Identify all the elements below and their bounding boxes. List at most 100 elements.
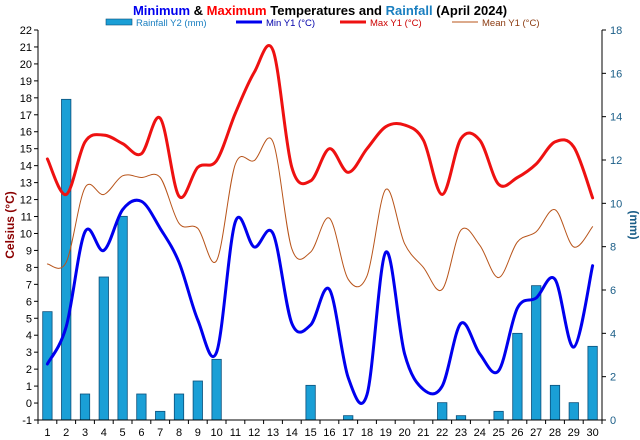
legend-rainfall-label: Rainfall Y2 (mm) xyxy=(136,18,207,29)
y-tick-label: 21 xyxy=(20,42,32,54)
y-tick-label: 6 xyxy=(26,296,32,308)
x-tick-label: 10 xyxy=(210,427,222,439)
y-tick-label: 9 xyxy=(26,245,32,257)
x-tick-label: 29 xyxy=(568,427,580,439)
rain-bar xyxy=(549,384,561,421)
y-axis-title: Celsius (°C) xyxy=(3,191,17,258)
chart-title: Minimum & Maximum Temperatures and Rainf… xyxy=(0,3,640,18)
x-tick-label: 2 xyxy=(63,427,69,439)
rain-bar xyxy=(117,215,128,421)
y-tick-label: 13 xyxy=(20,178,32,190)
x-tick-label: 18 xyxy=(361,427,373,439)
y-tick-label: 12 xyxy=(20,195,32,207)
y2-tick-label: 10 xyxy=(610,198,622,210)
x-tick-label: 17 xyxy=(342,427,354,439)
y-tick-label: 8 xyxy=(26,262,32,274)
x-tick-label: 1 xyxy=(44,427,50,439)
x-tick-label: 20 xyxy=(398,427,410,439)
y2-tick-label: 18 xyxy=(610,25,622,37)
rain-bar xyxy=(437,402,448,421)
x-tick-label: 19 xyxy=(380,427,392,439)
x-tick-label: 15 xyxy=(304,427,316,439)
x-tick-label: 11 xyxy=(230,427,241,439)
x-tick-label: 7 xyxy=(157,427,163,439)
y-tick-label: -1 xyxy=(22,415,32,427)
x-tick-label: 26 xyxy=(511,427,523,439)
x-tick-label: 22 xyxy=(436,427,448,439)
y-tick-label: 22 xyxy=(20,25,32,37)
x-tick-label: 8 xyxy=(176,427,182,439)
title-maximum: Maximum xyxy=(206,3,267,18)
title-ampersand: & xyxy=(193,3,204,18)
x-tick-label: 3 xyxy=(82,427,88,439)
y2-tick-label: 8 xyxy=(610,242,616,254)
legend-mean-label: Mean Y1 (°C) xyxy=(482,18,539,29)
rain-bar xyxy=(493,410,504,421)
legend-max-label: Max Y1 (°C) xyxy=(370,18,422,29)
min-line xyxy=(45,198,595,405)
rain-bar xyxy=(192,380,203,421)
y-tick-label: 11 xyxy=(21,212,32,224)
y-tick-label: 18 xyxy=(20,93,32,105)
rain-bar xyxy=(79,393,91,421)
rain-bar xyxy=(136,393,147,421)
x-tick-label: 9 xyxy=(195,427,201,439)
temperature-lines xyxy=(45,44,595,405)
rain-bar xyxy=(98,276,109,421)
rain-bar xyxy=(173,393,185,421)
mean-line xyxy=(46,137,594,292)
y2-tick-label: 0 xyxy=(610,415,616,427)
y-tick-label: 20 xyxy=(20,59,32,71)
y-tick-label: 19 xyxy=(20,76,32,88)
x-tick-label: 23 xyxy=(455,427,467,439)
rain-bar xyxy=(343,415,354,421)
rain-bar xyxy=(512,332,523,421)
x-tick-label: 16 xyxy=(323,427,335,439)
y-tick-label: 14 xyxy=(20,161,32,173)
x-tick-label: 25 xyxy=(492,427,504,439)
x-tick-label: 4 xyxy=(101,427,107,439)
y-tick-label: 0 xyxy=(26,398,32,410)
x-tick-label: 27 xyxy=(530,427,542,439)
y-tick-label: 7 xyxy=(26,279,32,291)
rain-bar xyxy=(455,415,467,421)
y-tick-label: 10 xyxy=(20,228,32,240)
x-tick-label: 13 xyxy=(267,427,279,439)
y-tick-label: 2 xyxy=(26,364,32,376)
y-tick-label: 16 xyxy=(20,127,32,139)
title-period: (April 2024) xyxy=(436,3,508,18)
y2-tick-label: 6 xyxy=(610,285,616,297)
axes: -101234567891011121314151617181920212202… xyxy=(3,25,640,439)
y2-tick-label: 2 xyxy=(610,372,616,384)
x-tick-label: 5 xyxy=(120,427,126,439)
rain-bar xyxy=(155,410,166,421)
y-tick-label: 4 xyxy=(26,330,32,342)
x-tick-label: 28 xyxy=(549,427,561,439)
y2-tick-label: 4 xyxy=(610,328,616,340)
rain-bar xyxy=(531,285,542,421)
y2-tick-label: 14 xyxy=(610,112,622,124)
y-tick-label: 17 xyxy=(20,110,32,122)
x-tick-label: 30 xyxy=(586,427,598,439)
x-tick-label: 12 xyxy=(248,427,260,439)
rain-bar xyxy=(61,98,72,421)
rainfall-bars xyxy=(42,98,598,421)
x-tick-label: 24 xyxy=(474,427,486,439)
title-middle: Temperatures and xyxy=(270,3,382,18)
legend: Rainfall Y2 (mm) Min Y1 (°C) Max Y1 (°C) Me… xyxy=(105,18,539,29)
legend-min-label: Min Y1 (°C) xyxy=(266,18,315,29)
y-tick-label: 15 xyxy=(20,144,32,156)
y2-tick-label: 16 xyxy=(610,68,622,80)
max-line xyxy=(45,44,595,200)
rain-bar xyxy=(211,358,222,421)
rain-bar xyxy=(587,345,598,421)
x-tick-label: 14 xyxy=(286,427,298,439)
rain-bar xyxy=(42,311,53,421)
y-tick-label: 3 xyxy=(26,347,32,359)
legend-rainfall-swatch xyxy=(105,18,133,26)
x-tick-label: 21 xyxy=(417,427,429,439)
rain-bar xyxy=(305,384,316,421)
y-tick-label: 5 xyxy=(26,313,32,325)
y2-tick-label: 12 xyxy=(610,155,622,167)
